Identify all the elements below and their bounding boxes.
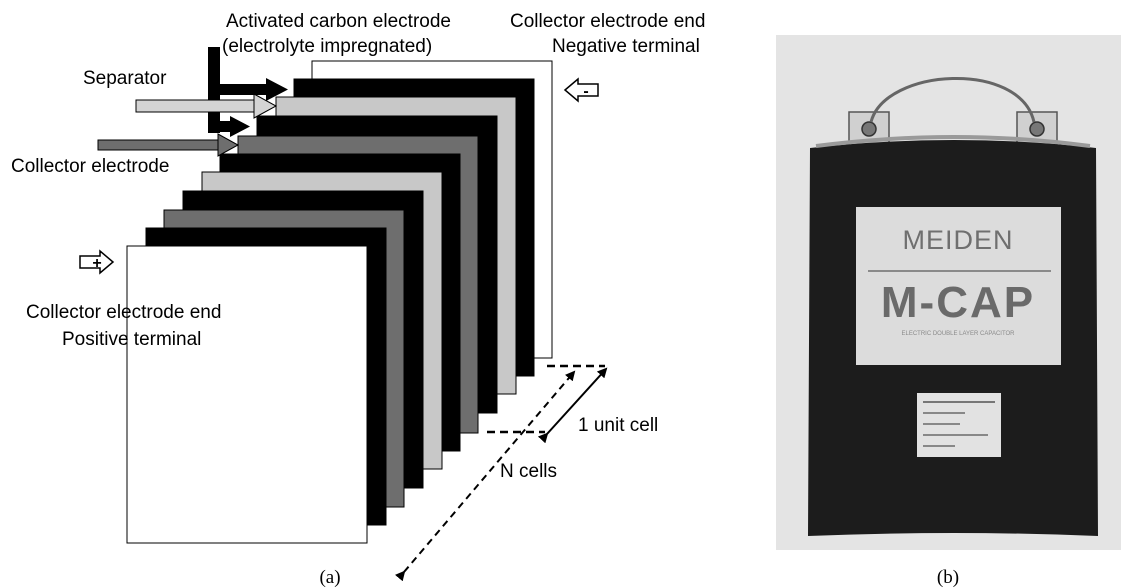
svg-text:-: - <box>583 83 588 100</box>
terminal-wire <box>869 77 1036 123</box>
brand-text: MEIDEN <box>902 225 1013 255</box>
positive-terminal-arrow-icon: + <box>79 249 115 275</box>
activated-carbon-label-line1: Activated carbon electrode <box>226 11 451 32</box>
svg-text:+: + <box>92 255 101 272</box>
collector-pointer-arrow <box>97 133 240 157</box>
terminal-bolt-left <box>861 121 877 137</box>
terminal-bolt-right <box>1029 121 1045 137</box>
positive-end-label-line1: Collector electrode end <box>26 302 221 323</box>
collector-electrode-label: Collector electrode <box>11 156 169 177</box>
product-label <box>856 207 1061 365</box>
n-cells-label: N cells <box>500 461 557 482</box>
panel-b-caption: (b) <box>937 567 959 588</box>
panel-b-capacitor-photo: MEIDEN M-CAP ELECTRIC DOUBLE LAYER CAPAC… <box>776 35 1121 550</box>
negative-terminal-arrow-icon: - <box>563 77 599 103</box>
product-subtitle-text: ELECTRIC DOUBLE LAYER CAPACITOR <box>901 331 1015 337</box>
negative-end-label-line1: Collector electrode end <box>510 11 705 32</box>
negative-end-label-line2: Negative terminal <box>552 36 700 57</box>
activated-carbon-label-line2: (electrolyte impregnated) <box>222 36 432 57</box>
separator-pointer-arrow <box>135 93 278 119</box>
unit-cell-label: 1 unit cell <box>578 415 658 436</box>
n-cells-dimension <box>395 370 576 582</box>
pouch-seal-edge <box>815 135 1091 148</box>
positive-end-label-line2: Positive terminal <box>62 329 201 350</box>
separator-label: Separator <box>83 68 167 89</box>
sheet-positive-collector-end <box>126 245 368 544</box>
product-name-text: M-CAP <box>881 278 1035 327</box>
panel-a-caption: (a) <box>319 567 340 588</box>
